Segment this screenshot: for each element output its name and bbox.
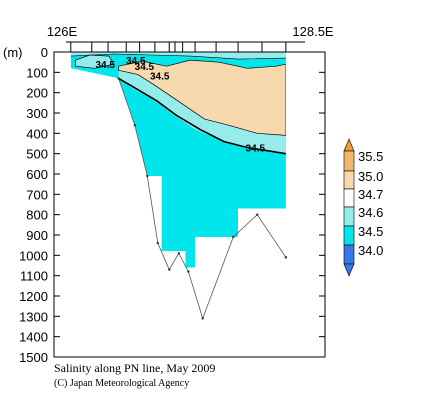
salinity-fill-shelf: [75, 55, 114, 69]
colorbar-top-arrow: [343, 138, 355, 152]
plot-frame: [53, 51, 326, 358]
y-tick-label-300: 300: [26, 106, 48, 121]
x-tick-label-126e: 126E: [47, 24, 78, 39]
contour-label-4: 34.5: [246, 144, 266, 155]
colorbar-bin-4: [343, 225, 355, 246]
y-axis-unit: (m): [3, 45, 23, 60]
colorbar-bin-5: [343, 244, 355, 265]
axes: 0 100 200 300 400 500 600 700 800 900 1000 1100 1200…: [3, 24, 334, 365]
colorbar-label-3: 34.6: [358, 205, 383, 220]
bottom-point-0: [117, 77, 120, 80]
salinity-fill-34-5-layer: [118, 70, 286, 154]
chart-title: Salinity along PN line, May 2009: [54, 361, 216, 375]
bottom-point-7: [201, 317, 204, 320]
y-tick-label-1500: 1500: [19, 350, 48, 365]
bottom-point-6: [187, 270, 190, 273]
bottom-point-5: [177, 252, 181, 255]
y-tick-label-1400: 1400: [19, 330, 48, 345]
colorbar-bin-0: [343, 150, 355, 172]
y-tick-label-700: 700: [26, 187, 48, 202]
salinity-fill-34-7: [118, 60, 286, 136]
y-tick-label-400: 400: [26, 126, 48, 141]
y-tick-label-800: 800: [26, 208, 48, 223]
contour-label-3: 34.5: [150, 71, 170, 82]
contour-labels: 34.5 34.534.534.534.5: [95, 56, 265, 154]
contour-label-0: 34.5: [95, 60, 115, 71]
y-tick-label-500: 500: [26, 147, 48, 162]
colorbar-label-2: 34.7: [358, 187, 383, 202]
colorbar-label-0: 35.5: [358, 149, 383, 164]
contour-34-5: [118, 77, 286, 155]
water-column: [70, 52, 286, 268]
colorbar-bin-2: [343, 188, 355, 208]
colorbar-bin-1: [343, 170, 355, 190]
bottom-point-1: [133, 124, 137, 127]
bottom-point-8: [232, 235, 235, 239]
chart-credit: (C) Japan Meteorological Agency: [54, 378, 190, 389]
bottom-point-3: [156, 241, 159, 245]
colorbar-label-1: 35.0: [358, 169, 383, 184]
y-tick-label-1000: 1000: [19, 248, 48, 263]
contour-34-6-surface: [70, 53, 286, 60]
plot-area: [54, 52, 325, 357]
y-tick-label-600: 600: [26, 167, 48, 182]
y-tick-label-100: 100: [26, 65, 48, 80]
y-tick-label-0: 0: [41, 45, 48, 60]
bottom-point-9: [256, 213, 259, 216]
y-tick-label-200: 200: [26, 86, 48, 101]
y-tick-label-1300: 1300: [19, 309, 48, 324]
contour-label-1: 34.5: [126, 56, 146, 67]
colorbar-bin-3: [343, 206, 355, 227]
contour-label-2: 34.5: [135, 62, 155, 73]
bottom-point-4: [168, 268, 171, 271]
contour-34-7: [118, 59, 286, 136]
y-tick-label-1100: 1100: [20, 269, 48, 284]
y-tick-label-900: 900: [26, 228, 48, 243]
colorbar: 35.5 35.0 34.7 34.6 34.5 34.0: [343, 138, 383, 277]
colorbar-label-5: 34.0: [358, 243, 383, 258]
colorbar-label-4: 34.5: [358, 224, 383, 239]
bottom-point-10: [284, 256, 288, 259]
bottom-point-2: [146, 174, 149, 178]
x-tick-label-128-5e: 128.5E: [292, 24, 334, 39]
y-tick-label-1200: 1200: [19, 289, 48, 304]
colorbar-bottom-arrow: [343, 263, 355, 277]
